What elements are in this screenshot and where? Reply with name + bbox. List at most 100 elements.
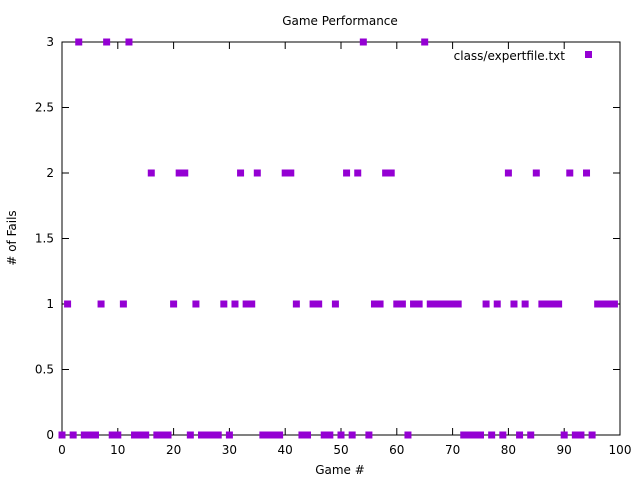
data-point bbox=[58, 431, 66, 439]
data-point bbox=[331, 300, 339, 308]
x-tick-label: 80 bbox=[501, 443, 516, 457]
data-point bbox=[131, 431, 139, 439]
data-point bbox=[181, 169, 189, 177]
data-point bbox=[465, 431, 473, 439]
data-point bbox=[477, 431, 484, 439]
y-axis-label: # of Fails bbox=[5, 210, 19, 265]
data-point bbox=[510, 300, 518, 308]
data-point bbox=[571, 431, 579, 439]
data-point bbox=[588, 431, 596, 439]
data-point bbox=[231, 300, 239, 308]
data-points bbox=[58, 38, 618, 439]
data-point bbox=[292, 300, 300, 308]
data-point bbox=[365, 431, 373, 439]
legend-label: class/expertfile.txt bbox=[454, 49, 566, 63]
data-point bbox=[471, 431, 479, 439]
y-axis: 0 0.5 1 1.5 2 2.5 3 bbox=[35, 35, 620, 442]
chart-title: Game Performance bbox=[282, 14, 398, 28]
data-point bbox=[426, 300, 434, 308]
legend-marker bbox=[585, 51, 592, 58]
data-point bbox=[276, 431, 284, 439]
data-point bbox=[304, 431, 312, 439]
data-point bbox=[421, 38, 429, 46]
data-point bbox=[343, 169, 351, 177]
data-point bbox=[225, 431, 233, 439]
data-point bbox=[242, 300, 250, 308]
data-point bbox=[281, 169, 289, 177]
data-point bbox=[259, 431, 267, 439]
data-point bbox=[527, 431, 535, 439]
x-tick-label: 100 bbox=[609, 443, 632, 457]
data-point bbox=[270, 431, 278, 439]
x-tick-label: 40 bbox=[278, 443, 293, 457]
data-point bbox=[158, 431, 166, 439]
data-point bbox=[348, 431, 356, 439]
data-point bbox=[298, 431, 306, 439]
data-point bbox=[482, 300, 490, 308]
data-point bbox=[538, 300, 546, 308]
data-point bbox=[516, 431, 524, 439]
data-point bbox=[86, 431, 94, 439]
data-point bbox=[555, 300, 563, 308]
data-point bbox=[248, 300, 256, 308]
x-tick-label: 30 bbox=[222, 443, 237, 457]
data-point bbox=[164, 431, 172, 439]
y-tick-label: 0.5 bbox=[35, 363, 54, 377]
data-point bbox=[354, 169, 362, 177]
x-tick-label: 0 bbox=[58, 443, 66, 457]
data-point bbox=[370, 300, 378, 308]
data-point bbox=[583, 169, 591, 177]
data-point bbox=[186, 431, 194, 439]
y-tick-label: 1.5 bbox=[35, 232, 54, 246]
y-tick-label: 0 bbox=[46, 428, 54, 442]
data-point bbox=[147, 169, 155, 177]
data-point bbox=[376, 300, 384, 308]
data-point bbox=[103, 38, 111, 46]
data-point bbox=[454, 300, 462, 308]
data-point bbox=[119, 300, 127, 308]
data-point bbox=[566, 169, 574, 177]
data-point bbox=[398, 300, 406, 308]
data-point bbox=[359, 38, 367, 46]
data-point bbox=[198, 431, 205, 439]
data-point bbox=[220, 300, 228, 308]
data-point bbox=[91, 431, 99, 439]
data-point bbox=[404, 431, 412, 439]
data-point bbox=[610, 300, 618, 308]
data-point bbox=[549, 300, 557, 308]
data-point bbox=[309, 300, 317, 308]
data-point bbox=[108, 431, 116, 439]
data-point bbox=[415, 300, 423, 308]
y-tick-label: 2 bbox=[46, 166, 54, 180]
data-point bbox=[253, 169, 261, 177]
data-point bbox=[153, 431, 161, 439]
data-point bbox=[543, 300, 551, 308]
data-point bbox=[488, 431, 496, 439]
data-point bbox=[432, 300, 440, 308]
data-point bbox=[599, 300, 607, 308]
x-tick-label: 60 bbox=[389, 443, 404, 457]
x-axis: 0 10 20 30 40 50 60 70 80 90 100 bbox=[58, 42, 631, 457]
data-point bbox=[437, 300, 445, 308]
x-tick-label: 10 bbox=[110, 443, 125, 457]
y-tick-label: 2.5 bbox=[35, 101, 54, 115]
data-point bbox=[136, 431, 144, 439]
data-point bbox=[387, 169, 395, 177]
data-point bbox=[287, 169, 295, 177]
data-point bbox=[326, 431, 334, 439]
y-tick-label: 1 bbox=[46, 297, 54, 311]
data-point bbox=[192, 300, 200, 308]
data-point bbox=[521, 300, 529, 308]
x-tick-label: 90 bbox=[557, 443, 572, 457]
x-tick-label: 50 bbox=[333, 443, 348, 457]
data-point bbox=[605, 300, 613, 308]
data-point bbox=[97, 300, 105, 308]
data-point bbox=[449, 300, 457, 308]
data-point bbox=[493, 300, 501, 308]
x-tick-label: 70 bbox=[445, 443, 460, 457]
data-point bbox=[320, 431, 328, 439]
data-point bbox=[460, 431, 468, 439]
x-axis-label: Game # bbox=[315, 463, 365, 477]
data-point bbox=[214, 431, 222, 439]
